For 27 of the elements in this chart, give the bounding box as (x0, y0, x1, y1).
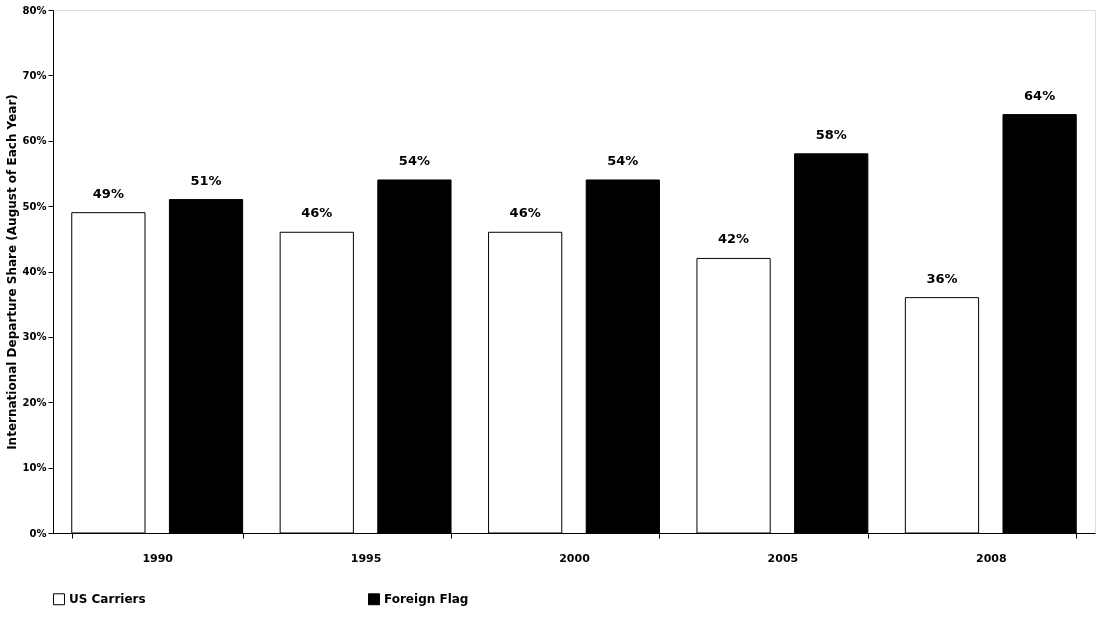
data-label: 36% (926, 270, 958, 286)
y-tick-label: 20% (22, 396, 47, 408)
y-tick-label: 80% (22, 4, 47, 16)
legend-label: US Carriers (69, 592, 146, 607)
y-tick-label: 50% (22, 200, 47, 212)
data-label: 64% (1024, 87, 1056, 103)
data-label: 54% (607, 152, 639, 168)
x-tick-label: 2005 (767, 551, 799, 565)
y-tick-label: 30% (22, 331, 47, 343)
x-tick-label: 1995 (350, 551, 382, 565)
y-tick-label: 70% (22, 69, 47, 81)
y-tick-label: 60% (22, 135, 47, 147)
legend-label: Foreign Flag (384, 592, 469, 607)
x-tick-label: 2000 (559, 551, 591, 565)
data-label: 51% (190, 172, 222, 188)
data-label: 46% (301, 205, 333, 221)
x-tick-label: 1990 (142, 551, 174, 565)
x-tick-label: 2008 (975, 551, 1007, 565)
y-tick-label: 40% (22, 266, 47, 277)
y-axis-title: International Departure Share (August of Each Year) (4, 94, 19, 450)
data-label: 42% (718, 231, 750, 247)
data-label: 49% (92, 185, 124, 201)
data-label: 54% (398, 152, 430, 168)
y-tick-label: 0% (29, 527, 47, 539)
data-label: 46% (509, 205, 541, 221)
y-tick-label: 10% (22, 462, 47, 474)
data-label: 58% (815, 126, 847, 142)
